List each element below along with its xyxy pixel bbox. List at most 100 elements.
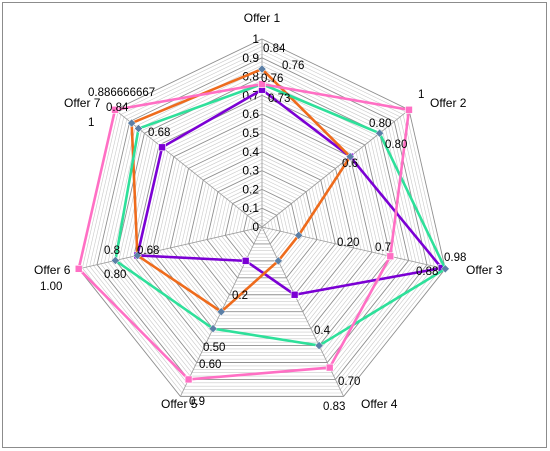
grid-ring [148, 110, 376, 333]
data-point [386, 252, 395, 261]
grid-ring [140, 102, 384, 340]
grid-ring [169, 132, 355, 313]
grid-ring [217, 181, 307, 268]
tick-label: 0.1 [242, 201, 259, 215]
data-label: 0.68 [137, 245, 159, 257]
data-point [258, 80, 266, 88]
grid-ring [82, 42, 442, 394]
category-label: Offer 1 [244, 11, 281, 25]
grid-ring [96, 57, 428, 380]
category-label: Offer 2 [430, 96, 467, 110]
grid-ring [100, 61, 424, 377]
data-point [440, 264, 450, 274]
data-label: 0.80 [104, 269, 126, 281]
data-label: 0.80 [369, 118, 391, 130]
grid-ring [93, 53, 431, 384]
tick-label: 0.5 [242, 126, 259, 140]
grid-ring [258, 222, 266, 231]
data-point [325, 363, 334, 372]
grid-ring [243, 207, 281, 245]
tick-label: 0.6 [242, 107, 259, 121]
grid-ring [236, 200, 288, 252]
grid-ring [166, 128, 358, 316]
spoke-line [261, 226, 446, 270]
grid-ring [221, 185, 303, 265]
data-label: 0.80 [385, 139, 407, 151]
category-label: Offer 6 [34, 263, 71, 277]
data-label: 0.70 [338, 376, 360, 388]
grid-ring [254, 219, 270, 235]
spoke-line [261, 109, 410, 228]
series-line [130, 67, 352, 314]
data-label: 0.60 [199, 359, 221, 371]
data-point [111, 105, 119, 114]
grid-ring [224, 188, 300, 262]
series-line [113, 82, 447, 347]
category-label: Offer 4 [361, 397, 398, 411]
grid-ring [129, 91, 395, 350]
data-labels: 0.730.60.980.40.20.680.680.840.200.88666… [40, 43, 466, 413]
grid-ring [184, 147, 340, 299]
data-label: 1 [88, 117, 94, 129]
grid-ring [203, 166, 321, 282]
grid-ring [247, 211, 277, 241]
data-label: 1.00 [40, 281, 62, 293]
grid-ring [250, 215, 274, 238]
data-point [133, 251, 142, 260]
grid-ring [151, 113, 373, 330]
grid-ring [159, 121, 365, 323]
data-label: 0.7 [375, 242, 391, 254]
data-point [405, 105, 413, 114]
grid-ring [155, 117, 369, 326]
data-label: 0.8 [104, 245, 120, 257]
data-label: 0.83 [323, 401, 345, 413]
tick-label: 0.9 [242, 51, 259, 65]
category-labels: Offer 1 Offer 2 Offer 3 Offer 4 Offer 5 Offer… [34, 11, 503, 411]
data-label: 0.68 [148, 127, 170, 139]
grid-ring [111, 72, 413, 367]
grid-ring [192, 155, 332, 292]
grid-ring [195, 158, 329, 289]
data-point [111, 256, 120, 265]
data-point [127, 118, 137, 128]
data-point [184, 375, 193, 384]
data-label: 0.76 [261, 73, 283, 85]
data-label: 0.88 [416, 266, 438, 278]
data-point [273, 256, 283, 266]
grid-ring [206, 170, 318, 279]
grid-ring [126, 87, 398, 353]
category-label: Offer 7 [64, 96, 101, 110]
category-label: Offer 3 [466, 263, 503, 277]
data-point [375, 128, 384, 138]
grid-ring [133, 94, 391, 347]
data-label: 0.6 [342, 158, 358, 170]
data-point [294, 231, 304, 240]
data-label: 0.76 [282, 60, 304, 72]
data-point [257, 64, 267, 74]
grid-ring [228, 192, 296, 258]
data-label: 0.20 [337, 237, 359, 249]
grid-ring [118, 80, 406, 360]
data-label: 0.2 [232, 290, 248, 302]
grid-ring [85, 46, 439, 390]
tick-label: 0.3 [242, 164, 259, 178]
tick-label: 1 [252, 32, 259, 46]
grid-ring [188, 151, 336, 296]
grid-ring [122, 83, 402, 357]
data-label: 0.73 [268, 93, 290, 105]
chart-frame [2, 2, 547, 448]
data-point [241, 257, 250, 265]
tick-label: 0.4 [242, 145, 259, 159]
data-point [345, 152, 355, 162]
data-point [74, 265, 83, 273]
data-point [158, 143, 166, 152]
data-label: 0.84 [263, 43, 286, 55]
data-label: 0.4 [314, 325, 331, 337]
spoke-line [78, 226, 263, 270]
series-group [74, 64, 450, 384]
grid-ring [162, 125, 362, 319]
tick-label: 0 [252, 220, 259, 234]
data-label: 0.50 [203, 342, 225, 354]
grid-ring [232, 196, 292, 255]
